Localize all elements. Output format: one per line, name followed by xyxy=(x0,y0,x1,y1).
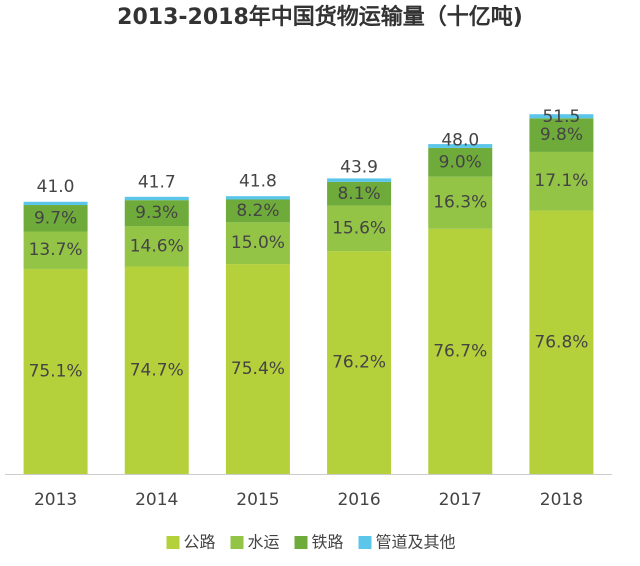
legend-swatch xyxy=(166,536,180,549)
legend-swatch xyxy=(230,536,244,549)
x-tick-label: 2013 xyxy=(34,490,77,510)
segment-label: 15.0% xyxy=(231,233,285,253)
segment-label: 9.8% xyxy=(540,125,583,145)
bar-segment xyxy=(124,200,189,226)
bar-segment xyxy=(529,151,594,211)
segment-label: 13.7% xyxy=(29,240,83,260)
x-tick-label: 2015 xyxy=(236,490,279,510)
legend-label: 铁路 xyxy=(312,533,344,552)
bar-segment xyxy=(225,222,290,265)
x-tick-label: 2017 xyxy=(439,490,482,510)
total-label: 43.9 xyxy=(340,158,378,178)
bar-segment xyxy=(529,114,594,119)
total-label: 48.0 xyxy=(441,130,479,150)
segment-label: 8.1% xyxy=(337,184,380,204)
bar-segment xyxy=(225,196,290,200)
bar-segment xyxy=(529,118,594,152)
legend-swatch xyxy=(294,536,308,549)
total-label: 51.5 xyxy=(542,107,580,127)
bar-segment xyxy=(124,196,189,201)
legend-swatch xyxy=(358,536,372,549)
segment-label: 9.7% xyxy=(34,208,77,228)
bar-segment xyxy=(327,178,392,182)
segment-label: 9.3% xyxy=(135,203,178,223)
bar-segment xyxy=(428,176,493,229)
bar-segment xyxy=(428,228,493,474)
total-label: 41.8 xyxy=(239,172,277,192)
bar-segment xyxy=(225,199,290,223)
bar-segment xyxy=(124,225,189,267)
legend-label: 公路 xyxy=(184,533,216,552)
segment-label: 16.3% xyxy=(433,193,487,213)
x-tick-label: 2014 xyxy=(135,490,178,510)
segment-label: 76.7% xyxy=(433,341,487,361)
bar-segment xyxy=(23,205,88,232)
bar-segment xyxy=(23,231,88,269)
segment-label: 17.1% xyxy=(534,171,588,191)
bar-segment xyxy=(428,147,493,177)
segment-label: 74.7% xyxy=(130,360,184,380)
bar-segment xyxy=(23,268,88,474)
bar-segment xyxy=(327,251,392,474)
x-tick-label: 2016 xyxy=(337,490,380,510)
bar-segment xyxy=(529,210,594,475)
segment-label: 14.6% xyxy=(130,236,184,256)
bar-segment xyxy=(225,264,290,474)
segment-label: 76.8% xyxy=(534,332,588,352)
legend-label: 管道及其他 xyxy=(376,533,456,552)
bar-segment xyxy=(23,201,88,206)
bar-segment xyxy=(327,181,392,206)
total-label: 41.0 xyxy=(37,177,75,197)
segment-label: 76.2% xyxy=(332,353,386,373)
segment-label: 75.1% xyxy=(29,361,83,381)
legend-label: 水运 xyxy=(248,533,280,552)
total-label: 41.7 xyxy=(138,172,176,192)
chart-title: 2013-2018年中国货物运输量（十亿吨) xyxy=(117,4,523,30)
segment-label: 9.0% xyxy=(439,152,482,172)
segment-label: 8.2% xyxy=(236,201,279,221)
bar-segment xyxy=(124,266,189,474)
segment-label: 15.6% xyxy=(332,218,386,238)
x-tick-label: 2018 xyxy=(540,490,583,510)
bar-segment xyxy=(428,144,493,148)
segment-label: 75.4% xyxy=(231,359,285,379)
bar-segment xyxy=(327,205,392,252)
